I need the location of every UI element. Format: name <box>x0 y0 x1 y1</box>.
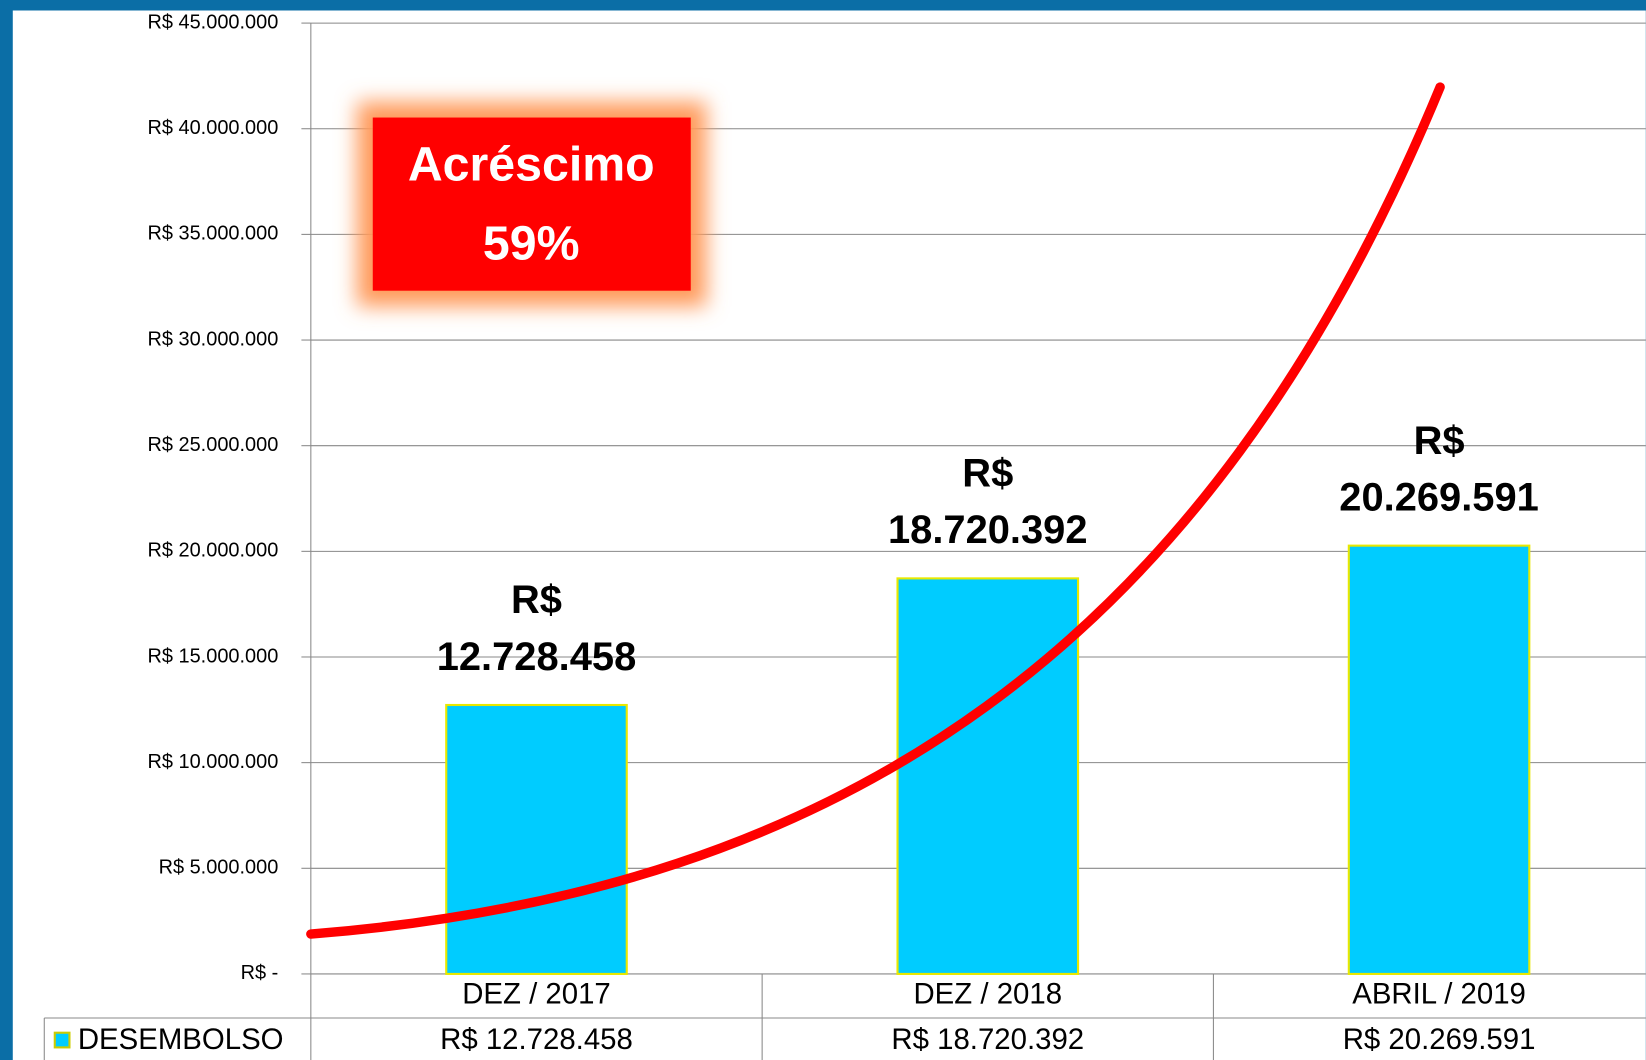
bars <box>445 544 1531 975</box>
data-label: R$ 20.269.591 <box>1339 418 1539 519</box>
data-label-line: R$ <box>1414 418 1465 462</box>
data-label: R$ 12.728.458 <box>437 578 637 679</box>
x-tick-label: ABRIL / 2019 <box>1352 978 1526 1011</box>
table-value: R$ 18.720.392 <box>891 1023 1084 1056</box>
y-tick-label: R$ 45.000.000 <box>147 11 278 33</box>
x-tick-label: DEZ / 2017 <box>462 978 611 1011</box>
bar <box>1347 544 1531 975</box>
y-tick-label: R$ 35.000.000 <box>147 223 278 245</box>
x-tick-label: DEZ / 2018 <box>913 978 1062 1011</box>
y-tick-label: R$ 25.000.000 <box>147 434 278 456</box>
data-label-line: 12.728.458 <box>437 634 637 678</box>
annotation-box <box>372 117 691 291</box>
y-tick-label: R$ 30.000.000 <box>147 328 278 350</box>
y-tick-label: R$ 20.000.000 <box>147 540 278 562</box>
data-label-line: R$ <box>511 578 562 622</box>
y-tick-label: R$ 5.000.000 <box>159 857 279 879</box>
table-value: R$ 20.269.591 <box>1343 1023 1536 1056</box>
bar <box>445 703 628 975</box>
bar <box>896 577 1080 975</box>
legend-label: DESEMBOLSO <box>78 1023 284 1056</box>
annotation-line: Acréscimo <box>408 138 655 192</box>
trend-curve <box>306 82 1445 939</box>
data-label-line: 18.720.392 <box>888 508 1088 552</box>
y-tick-label: R$ - <box>241 962 279 984</box>
annotation-line: 59% <box>483 216 580 270</box>
y-tick-label: R$ 10.000.000 <box>147 751 278 773</box>
data-label-line: R$ <box>962 451 1013 495</box>
legend-swatch <box>53 1031 71 1049</box>
table-value: R$ 12.728.458 <box>440 1023 633 1056</box>
data-label-line: 20.269.591 <box>1339 475 1539 519</box>
y-tick-label: R$ 40.000.000 <box>147 117 278 139</box>
y-tick-label: R$ 15.000.000 <box>147 645 278 667</box>
data-label: R$ 18.720.392 <box>888 451 1088 552</box>
data-table: DESEMBOLSO <box>43 973 1646 1060</box>
